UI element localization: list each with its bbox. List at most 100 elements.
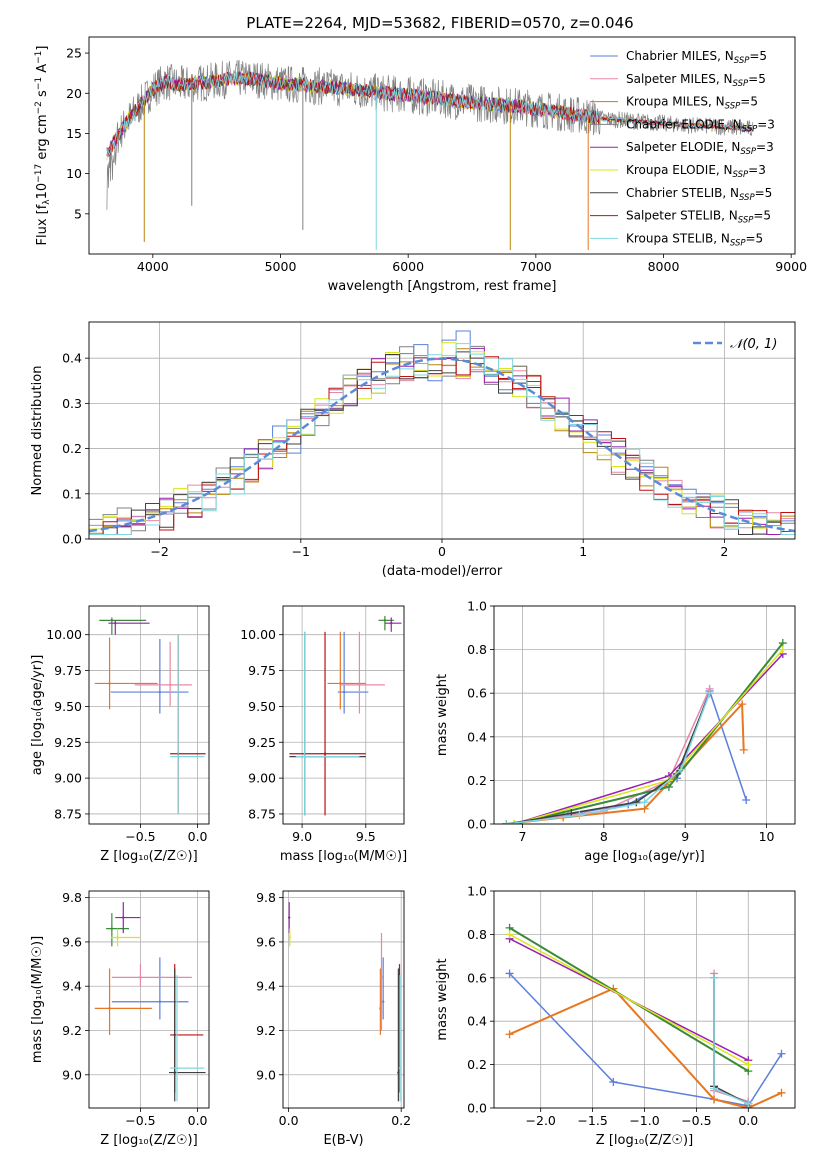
x-axis-label: (data-model)/error <box>382 564 503 579</box>
y-axis-label: mass [log₁₀(M/M☉)] <box>30 936 45 1063</box>
data-point <box>158 690 162 694</box>
legend-label: Chabrier STELIB, NSSP=5 <box>626 186 772 203</box>
data-point <box>108 682 111 685</box>
y-axis-label: Flux [fλ10−17 erg cm−2 s−1 A−1] <box>34 46 52 246</box>
y-tick-label: 9.6 <box>256 934 276 949</box>
series-line-chabrier-elodie <box>106 59 754 210</box>
plus-marker <box>710 1095 719 1104</box>
plot-area <box>289 616 402 816</box>
y-tick-label: 20 <box>66 86 82 101</box>
plus-marker <box>502 820 511 824</box>
plus-marker <box>505 930 514 939</box>
x-tick-label: 9000 <box>775 259 807 274</box>
x-tick-label: 8 <box>600 829 608 844</box>
series-line-salpeter-stelib <box>106 71 753 155</box>
data-point <box>358 683 361 687</box>
axes-frame <box>282 890 405 1109</box>
data-point <box>380 976 383 979</box>
plus-marker <box>505 1030 514 1039</box>
legend-label: Kroupa MILES, NSSP=5 <box>626 95 758 112</box>
histogram-series <box>89 343 795 539</box>
plot-area <box>106 59 754 250</box>
axes-mass-vs-Z: −0.5 0.0 9.0 9.2 9.4 9.6 9.8 Z [log₁₀(Z/Z☉)] mas… <box>30 890 210 1148</box>
grid <box>89 606 209 824</box>
chart-title: PLATE=2264, MJD=53682, FIBERID=0570, z=0… <box>246 14 633 32</box>
x-axis-label: Z [log₁₀(Z/Z☉)] <box>100 849 197 864</box>
y-tick-label: 8.75 <box>248 806 276 821</box>
y-tick-label: 9.75 <box>54 663 82 678</box>
legend: Chabrier MILES, NSSP=5 Salpeter MILES, NS… <box>590 49 775 248</box>
x-axis-label: mass [log₁₀(M/M☉)] <box>280 849 407 864</box>
y-tick-label: 9.0 <box>256 1067 276 1082</box>
normal-curve <box>89 357 795 533</box>
y-tick-label: 0.8 <box>467 642 487 657</box>
x-tick-label: 9.5 <box>356 829 376 844</box>
y-tick-label: 9.8 <box>256 890 276 905</box>
data-point <box>383 619 387 622</box>
y-axis-label: mass weight <box>435 958 450 1040</box>
x-tick-label: 0.0 <box>188 829 208 844</box>
plus-marker <box>777 1088 786 1097</box>
axes-mass-vs-EBV: 0.0 0.2 9.0 9.2 9.4 9.6 9.8 E(B-V) <box>256 890 411 1148</box>
y-tick-label: 0.6 <box>467 686 487 701</box>
data-point <box>122 916 125 919</box>
legend-label: Chabrier ELODIE, NSSP=3 <box>626 117 775 134</box>
series-line <box>509 933 749 1066</box>
data-point <box>158 1000 162 1003</box>
series-line-kroupa-stelib <box>106 72 753 156</box>
data-point <box>397 1071 400 1074</box>
y-tick-label: 9.75 <box>248 663 276 678</box>
y-tick-label: 10 <box>66 166 82 181</box>
x-tick-label: 7 <box>518 829 526 844</box>
plus-marker <box>632 798 641 807</box>
x-tick-label: −2 <box>150 544 168 559</box>
y-tick-label: 0.4 <box>467 729 487 744</box>
data-point <box>176 755 180 758</box>
plus-marker <box>510 820 519 824</box>
data-point <box>110 927 114 930</box>
plus-marker <box>739 745 748 754</box>
y-tick-label: 9.4 <box>256 979 276 994</box>
legend-label: Kroupa ELODIE, NSSP=3 <box>626 163 766 180</box>
data-point <box>323 752 327 755</box>
y-tick-label: 10.00 <box>240 627 276 642</box>
plus-marker <box>609 1077 618 1086</box>
x-axis-label: Z [log₁₀(Z/Z☉)] <box>596 1133 693 1148</box>
data-point <box>288 936 291 939</box>
plot-area <box>94 617 206 814</box>
x-tick-label: −0.5 <box>681 1113 711 1128</box>
data-point <box>381 1000 385 1003</box>
y-tick-label: 0.0 <box>467 1101 487 1116</box>
y-tick-label: 9.6 <box>62 934 82 949</box>
data-point <box>168 683 172 687</box>
y-tick-label: 0.4 <box>62 351 82 366</box>
axes-frame <box>493 605 796 825</box>
plus-marker <box>677 765 686 774</box>
axes-mass-weight-vs-age: 7 8 9 10 0.0 0.2 0.4 0.6 0.8 1.0 age [log₁₀(age/yr… <box>435 599 796 864</box>
x-tick-label: 0.2 <box>391 1113 411 1128</box>
plot-area <box>287 902 402 1102</box>
x-tick-label: 9 <box>681 829 689 844</box>
data-point <box>116 936 119 939</box>
series-line <box>713 977 749 1105</box>
x-axis-label: wavelength [Angstrom, rest frame] <box>328 279 557 294</box>
y-axis-label: mass weight <box>435 674 450 756</box>
x-tick-label: 0.0 <box>279 1113 299 1128</box>
data-point <box>398 1066 402 1070</box>
y-tick-label: 0.0 <box>62 532 82 547</box>
plot-area <box>502 639 787 824</box>
grid <box>494 890 795 1109</box>
plus-marker <box>505 969 514 978</box>
x-tick-label: 5000 <box>265 259 297 274</box>
y-tick-label: 1.0 <box>467 884 487 899</box>
x-tick-label: 9.0 <box>292 829 312 844</box>
grid <box>283 891 404 1108</box>
plot-area <box>89 330 795 539</box>
plus-marker <box>744 1060 753 1069</box>
legend-label: Kroupa STELIB, NSSP=5 <box>626 231 763 248</box>
y-tick-label: 0.6 <box>467 970 487 985</box>
axes-frame <box>282 605 405 825</box>
plus-marker <box>705 689 714 698</box>
legend-label: Salpeter MILES, NSSP=5 <box>626 72 766 89</box>
